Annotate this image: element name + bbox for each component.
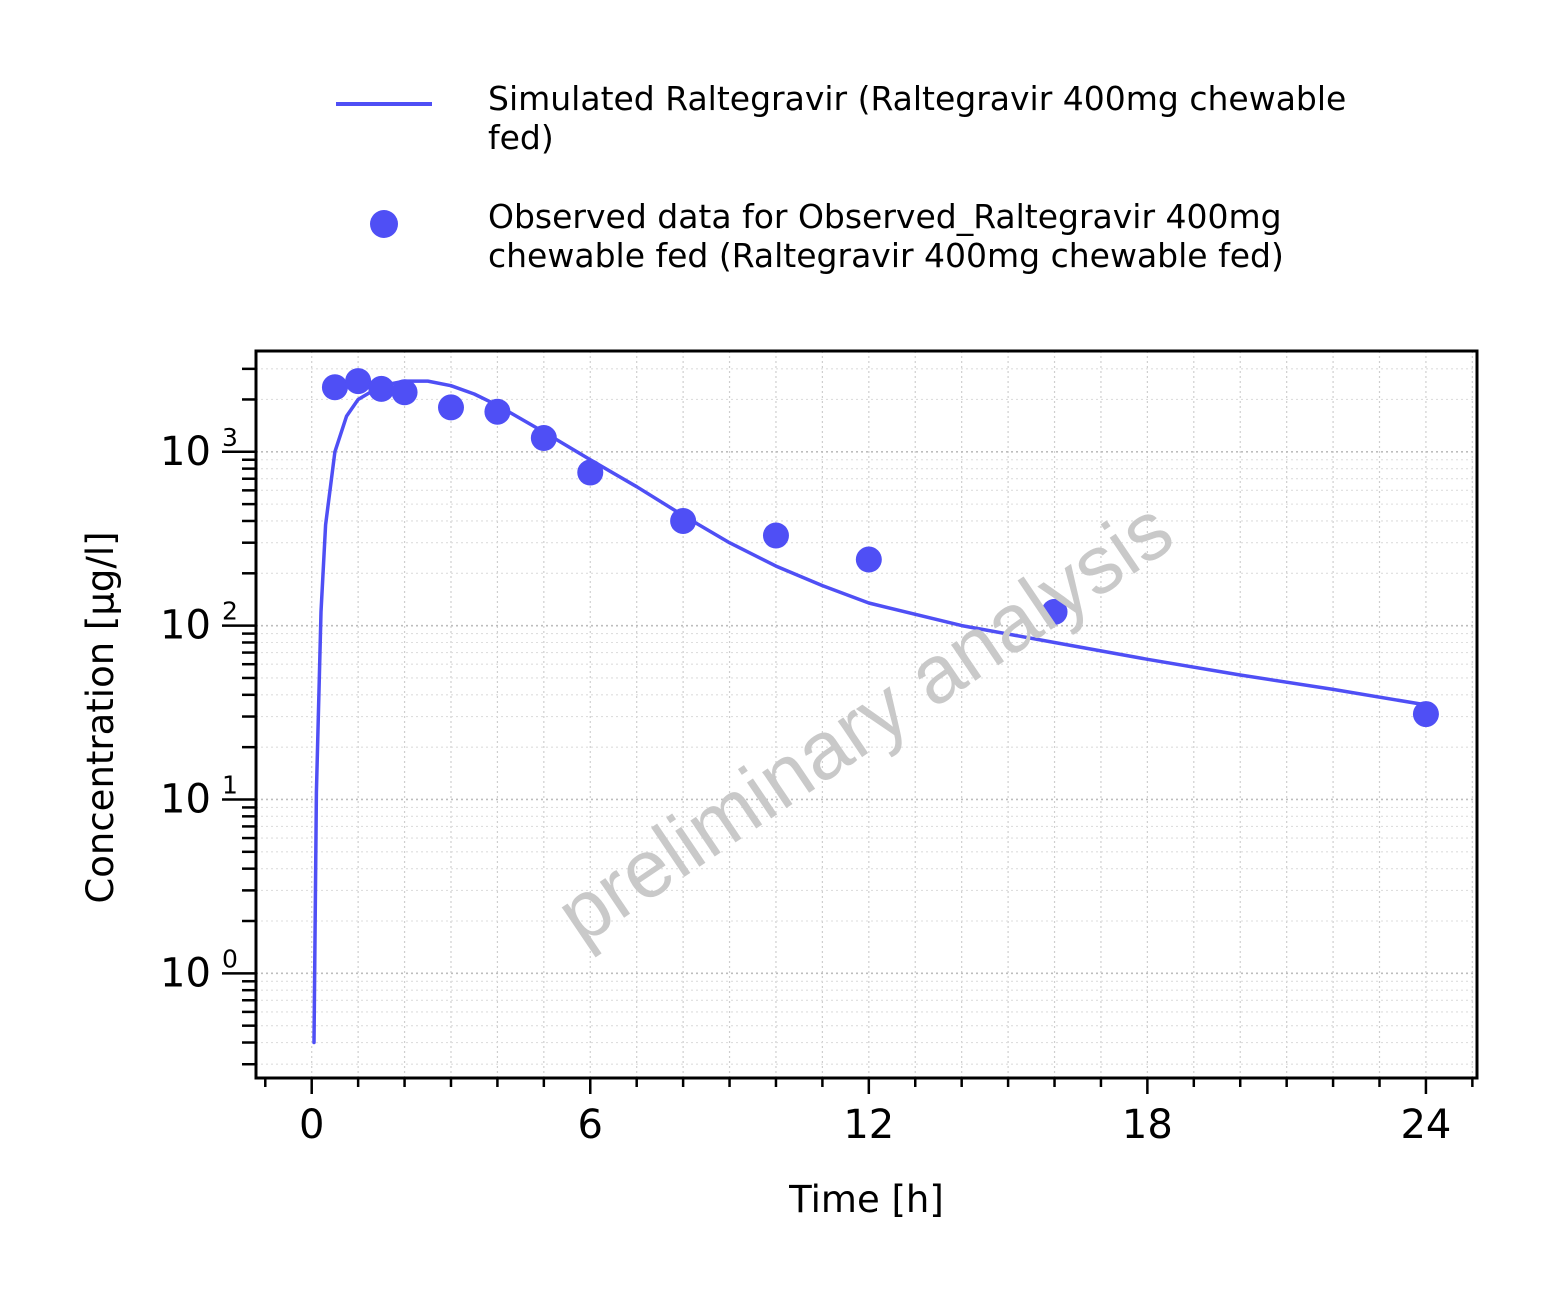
observed-point <box>484 398 511 425</box>
y-tick-label: 10 <box>160 429 211 475</box>
observed-point <box>1041 598 1068 625</box>
y-tick-exponent: 0 <box>222 944 238 973</box>
observed-point <box>577 459 604 486</box>
y-tick-exponent: 2 <box>222 597 238 626</box>
x-tick-label: 6 <box>578 1102 603 1148</box>
observed-point <box>670 507 697 534</box>
x-axis-title: Time [h] <box>788 1178 944 1221</box>
observed-point <box>437 394 464 421</box>
legend: Simulated Raltegravir (Raltegravir 400mg… <box>336 79 1346 275</box>
legend-dot-marker <box>370 210 398 238</box>
observed-point <box>530 425 557 452</box>
observed-point <box>391 379 418 406</box>
x-tick-label: 0 <box>299 1102 324 1148</box>
legend-label-simulated: Simulated Raltegravir (Raltegravir 400mg… <box>488 79 1346 118</box>
observed-point <box>855 546 882 573</box>
y-tick-exponent: 1 <box>222 770 238 799</box>
plot-content <box>312 368 1439 1045</box>
y-tick-label: 10 <box>160 603 211 649</box>
observed-point <box>762 522 789 549</box>
legend-label-observed: Observed data for Observed_Raltegravir 4… <box>488 197 1282 236</box>
legend-label-observed: chewable fed (Raltegravir 400mg chewable… <box>488 236 1284 275</box>
x-tick-label: 24 <box>1400 1102 1451 1148</box>
x-tick-label: 12 <box>843 1102 894 1148</box>
plot-frame <box>254 349 1479 1080</box>
y-tick-exponent: 3 <box>222 423 238 452</box>
observed-point <box>368 375 395 402</box>
legend-label-simulated: fed) <box>488 118 554 157</box>
y-tick-label: 10 <box>160 776 211 822</box>
y-tick-label: 10 <box>160 950 211 996</box>
x-tick-label: 18 <box>1122 1102 1173 1148</box>
observed-point <box>1412 701 1439 728</box>
observed-point <box>321 374 348 401</box>
axes: 0 6 12 18 24 10 0 10 1 10 2 10 3 <box>160 367 1474 1148</box>
observed-point <box>345 368 372 395</box>
y-axis-title: Concentration [µg/l] <box>79 531 122 903</box>
